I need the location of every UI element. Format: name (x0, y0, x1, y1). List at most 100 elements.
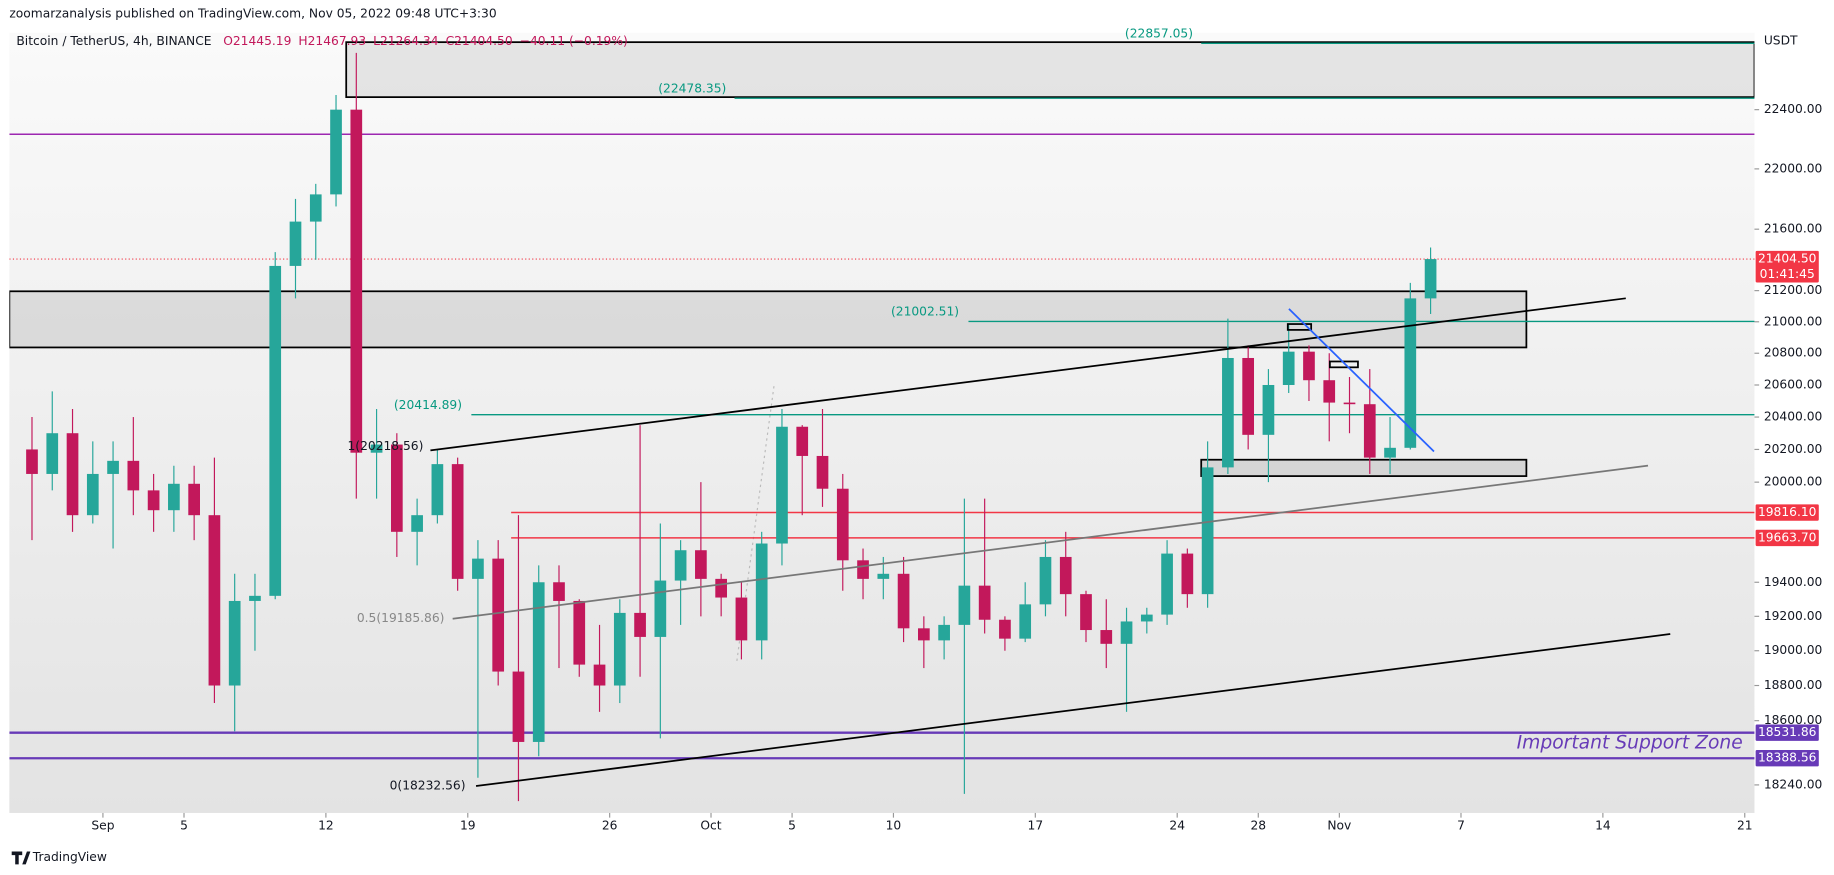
candle-body (1303, 351, 1315, 381)
y-tick-label: 22400.00 (1764, 102, 1823, 116)
candle-body (309, 194, 322, 222)
level-label: (20414.89) (394, 398, 462, 412)
candle-body (877, 573, 890, 579)
candle-body (1201, 467, 1214, 595)
channel-mid (452, 464, 1649, 620)
x-tick-label: 5 (788, 818, 796, 832)
ohlc: O21445.19 (223, 33, 291, 47)
y-tick-label: 19400.00 (1764, 575, 1823, 589)
fib-label: 0(18232.56) (390, 779, 466, 793)
mini-box (1329, 360, 1359, 369)
x-tick-label: 10 (886, 818, 902, 832)
candle-body (512, 671, 525, 742)
candle-body (613, 612, 626, 686)
price-tag-countdown: 01:41:45 (1760, 267, 1815, 281)
candle-body (654, 580, 667, 637)
candle-body (715, 578, 728, 598)
axis-tag-label: 19663.70 (1758, 530, 1817, 544)
y-tick-label: 20200.00 (1764, 442, 1823, 456)
x-tick-label: 28 (1250, 818, 1266, 832)
price-tag (1755, 250, 1819, 283)
candle-body (249, 595, 261, 601)
footer-logo (11, 851, 31, 865)
candle-body (168, 483, 180, 511)
x-tick-label: Oct (700, 818, 721, 832)
y-tick-label: 22000.00 (1764, 161, 1823, 175)
overlay-layer (430, 297, 1671, 787)
candle-body (269, 265, 282, 596)
axis-tag (1755, 724, 1819, 741)
y-tick-label: 20600.00 (1764, 377, 1823, 391)
x-tick-label: 5 (180, 818, 188, 832)
candle-body (46, 433, 59, 474)
candle-body (776, 426, 788, 544)
candle-body (188, 483, 200, 516)
candle-body (978, 585, 991, 620)
candle-body (897, 573, 910, 629)
candle-body (147, 490, 160, 511)
candle-body (411, 515, 423, 532)
candle-body (857, 560, 869, 579)
price-tag-label: 21404.50 (1758, 252, 1817, 266)
candle-body (796, 426, 809, 456)
x-tick-label: 24 (1169, 818, 1185, 832)
candle-body (816, 455, 829, 489)
y-tick-label: 21000.00 (1764, 314, 1823, 328)
ohlc: H21467.93 (298, 33, 366, 47)
candle-body (1242, 357, 1255, 435)
candle-body (370, 444, 383, 453)
plot-layer (9, 41, 1755, 802)
channel-top (430, 297, 1626, 452)
candle-body (330, 109, 342, 195)
candle-body (938, 624, 950, 641)
level-label: (22857.05) (1125, 26, 1193, 40)
candle-body (1384, 447, 1396, 458)
x-tick-label: 7 (1457, 818, 1465, 832)
candle-body (390, 444, 403, 532)
fib-label: 0.5(19185.86) (357, 611, 445, 625)
mini-box (1286, 323, 1313, 331)
down-trendline (1288, 308, 1435, 453)
candle-body (492, 558, 505, 672)
currency: USDT (1764, 33, 1798, 47)
axis-tag-label: 18531.86 (1758, 725, 1817, 739)
y-tick-label: 18240.00 (1764, 777, 1823, 791)
axis-tag (1755, 529, 1819, 547)
ohlc: −40.11 (−0.19%) (520, 33, 628, 47)
axis-tag-label: 19816.10 (1758, 505, 1817, 519)
x-tick-label: Sep (91, 818, 114, 832)
ohlc: L21264.34 (373, 33, 439, 47)
axis-tag (1755, 504, 1819, 521)
candle-body (1363, 404, 1376, 458)
candle-body (431, 464, 444, 516)
x-tick-label: 17 (1028, 818, 1044, 832)
candle-body (289, 221, 302, 266)
candle-body (1039, 556, 1052, 605)
resistance-zone (345, 41, 1755, 99)
y-tick-label: 18800.00 (1764, 678, 1823, 692)
candle-body (735, 597, 748, 641)
candle-body (1262, 384, 1275, 435)
candle-body (1404, 298, 1417, 448)
candle-body (1181, 553, 1194, 595)
x-tick-label: 14 (1595, 818, 1611, 832)
y-tick-label: 18600.00 (1764, 713, 1823, 727)
fib-label: 1(20218.56) (348, 439, 424, 453)
candle-body (836, 488, 849, 561)
candle-body (451, 464, 464, 579)
candle-body (1222, 357, 1234, 468)
axis-tag-label: 18388.56 (1758, 751, 1817, 765)
candle-body (1120, 621, 1133, 644)
byline: zoomarzanalysis published on TradingView… (9, 7, 496, 21)
candle-body (573, 600, 586, 665)
candle-body (999, 619, 1011, 639)
annotation: Important Support Zone (1517, 732, 1743, 753)
x-tick-label: 21 (1737, 818, 1753, 832)
candle-body (1059, 556, 1072, 595)
candle-body (66, 433, 79, 516)
breakout-zone (9, 290, 1528, 349)
candle-body (1140, 614, 1153, 622)
candle-body (1019, 604, 1032, 639)
candle-body (1424, 259, 1437, 299)
candle-body (472, 558, 484, 579)
